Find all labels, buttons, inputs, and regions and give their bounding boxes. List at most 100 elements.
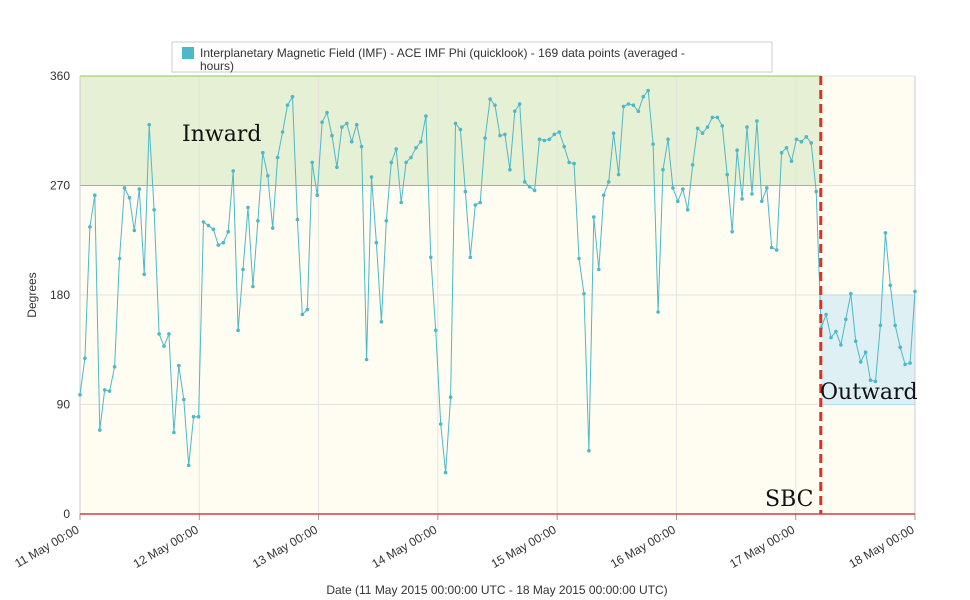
data-point xyxy=(468,255,473,260)
data-point xyxy=(547,137,552,142)
data-point xyxy=(122,186,127,190)
data-point xyxy=(325,110,329,115)
data-point xyxy=(275,155,280,160)
data-point xyxy=(671,186,675,190)
data-point xyxy=(631,103,636,107)
legend-box xyxy=(171,41,773,73)
data-point xyxy=(656,310,660,314)
data-point xyxy=(300,312,305,317)
data-point xyxy=(256,219,260,223)
data-point xyxy=(399,200,404,205)
data-point xyxy=(196,414,201,419)
data-point xyxy=(849,292,853,296)
data-point xyxy=(567,160,571,165)
data-point xyxy=(290,94,295,99)
x-tick-label: 14 May 00:00 xyxy=(369,522,439,571)
legend-text-line2: hours) xyxy=(200,59,234,73)
data-point xyxy=(537,137,542,142)
data-point xyxy=(438,422,443,426)
data-point xyxy=(651,142,655,146)
data-point xyxy=(493,103,497,107)
data-point xyxy=(433,328,438,333)
data-point xyxy=(270,226,275,230)
data-point xyxy=(676,199,680,204)
data-point xyxy=(858,360,863,364)
data-point xyxy=(83,356,87,361)
data-point xyxy=(814,189,818,194)
data-point xyxy=(345,121,349,126)
data-point xyxy=(231,169,235,173)
data-point xyxy=(404,160,408,165)
data-point xyxy=(587,448,591,453)
data-point xyxy=(508,167,512,172)
outward-band xyxy=(820,295,915,405)
data-point xyxy=(359,144,364,149)
y-axis-title: Degrees xyxy=(25,272,39,317)
data-point xyxy=(419,139,423,144)
data-point xyxy=(601,193,606,197)
data-point xyxy=(661,167,665,172)
data-point xyxy=(611,131,616,135)
data-point xyxy=(78,393,82,397)
data-point xyxy=(206,223,211,228)
data-point xyxy=(305,307,310,312)
data-point xyxy=(384,219,389,223)
data-point xyxy=(478,200,483,205)
x-tick-label: 12 May 00:00 xyxy=(131,522,201,571)
data-point xyxy=(330,133,334,138)
data-point xyxy=(903,362,907,367)
data-point xyxy=(794,137,799,142)
data-point xyxy=(863,350,868,355)
data-point xyxy=(463,189,468,194)
data-point xyxy=(424,114,428,118)
data-point xyxy=(868,378,873,383)
data-point xyxy=(784,146,789,150)
data-point xyxy=(552,132,557,137)
plot-area: 0 90 180 270 360 11 May 00:00 12 May 00:00 13 M… xyxy=(12,69,917,571)
data-point xyxy=(641,94,646,99)
data-point xyxy=(745,125,749,129)
data-point xyxy=(349,139,354,144)
legend-swatch xyxy=(182,47,194,59)
data-point xyxy=(839,343,843,347)
data-point xyxy=(685,208,690,212)
data-point xyxy=(735,148,739,152)
data-point xyxy=(320,120,324,124)
data-point xyxy=(873,379,878,384)
data-point xyxy=(557,130,562,134)
data-point xyxy=(799,139,804,144)
data-point xyxy=(414,146,418,150)
data-point xyxy=(364,357,369,362)
data-point xyxy=(542,138,547,143)
data-point xyxy=(740,197,744,201)
data-point xyxy=(315,193,320,197)
data-point xyxy=(127,195,132,200)
sbc-label: SBC xyxy=(765,487,813,512)
data-point xyxy=(142,272,146,277)
data-point xyxy=(834,329,838,334)
data-point xyxy=(374,240,379,245)
data-point xyxy=(167,332,171,336)
data-point xyxy=(132,228,137,233)
y-tick-label: 270 xyxy=(50,179,70,193)
data-point xyxy=(626,102,631,106)
data-point xyxy=(107,389,112,393)
data-point xyxy=(527,184,532,189)
data-point xyxy=(597,267,601,272)
outward-label: Outward xyxy=(820,380,918,405)
legend[interactable]: Interplanetary Magnetic Field (IMF) - AC… xyxy=(171,41,773,73)
data-point xyxy=(606,180,611,184)
x-tick-label: 17 May 00:00 xyxy=(727,522,797,571)
data-point xyxy=(883,231,888,235)
data-point xyxy=(809,141,813,145)
data-point xyxy=(488,97,492,101)
data-point xyxy=(137,187,142,191)
data-point xyxy=(310,160,315,165)
data-point xyxy=(172,430,176,435)
data-point xyxy=(191,414,196,419)
data-point xyxy=(216,243,221,247)
data-point xyxy=(483,136,487,140)
data-point xyxy=(522,180,527,184)
